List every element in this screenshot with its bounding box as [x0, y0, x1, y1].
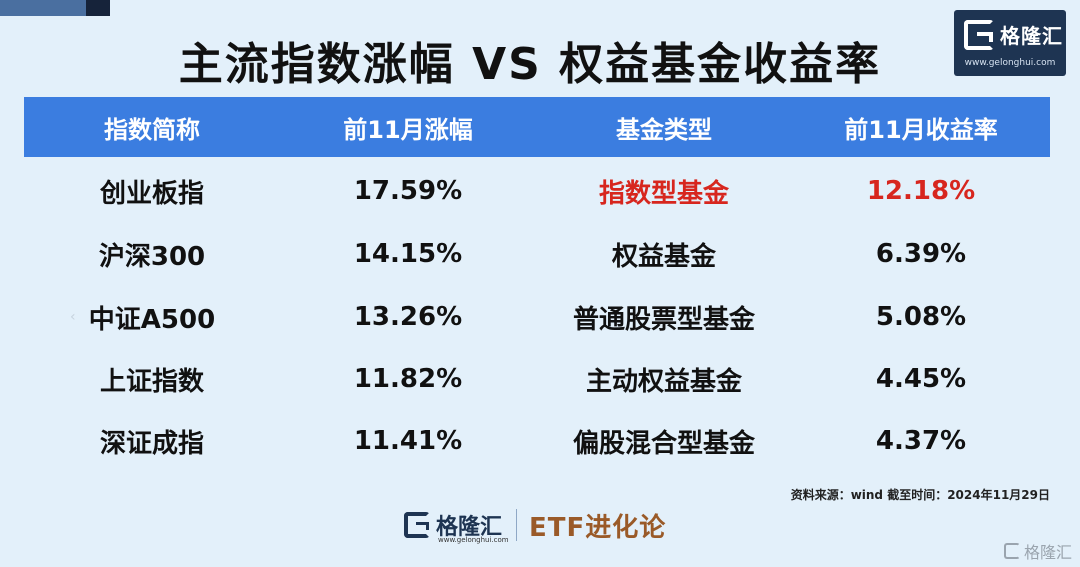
table-row: 深证成指 11.41% 偏股混合型基金 4.37% [24, 421, 1050, 461]
column-name: ETF进化论 [529, 512, 667, 543]
table-header: 指数简称 前11月涨幅 基金类型 前11月收益率 [24, 97, 1050, 157]
fund-type: 指数型基金 [598, 178, 729, 209]
footer-logo-text: 格隆汇 [436, 515, 503, 540]
chevron-left-icon[interactable]: ‹ [70, 309, 76, 325]
table-row: 创业板指 17.59% 指数型基金 12.18% [24, 171, 1050, 211]
fund-return: 4.37% [875, 426, 967, 456]
header-fund-type: 基金类型 [616, 115, 712, 144]
index-gain: 11.41% [353, 426, 463, 456]
footer-logo-url: www.gelonghui.com [438, 536, 509, 544]
fund-type: 权益基金 [611, 241, 716, 272]
fund-return: 12.18% [866, 176, 976, 206]
footer-brand: 格隆汇 www.gelonghui.com ETF进化论 [404, 505, 666, 545]
index-name: 创业板指 [99, 178, 204, 209]
index-gain: 17.59% [353, 176, 463, 206]
index-gain: 14.15% [353, 239, 463, 269]
footer-divider [516, 509, 518, 541]
header-fund-return: 前11月收益率 [844, 115, 998, 144]
fund-return: 5.08% [875, 302, 967, 332]
index-name: 上证指数 [99, 366, 204, 397]
fund-return: 6.39% [875, 239, 967, 269]
header-index-gain: 前11月涨幅 [343, 115, 473, 144]
watermark-text: 格隆汇 [1023, 543, 1072, 562]
gelonghui-logo-icon [964, 20, 994, 50]
fund-type: 偏股混合型基金 [572, 428, 755, 459]
index-gain: 13.26% [353, 302, 463, 332]
watermark: 格隆汇 [1003, 539, 1072, 563]
fund-type: 主动权益基金 [585, 366, 742, 397]
corner-decoration [0, 0, 110, 16]
source-note: 资料来源：wind 截至时间：2024年11月29日 [790, 488, 1050, 502]
index-name: 中证A500 [88, 304, 216, 335]
gelonghui-logo-icon [404, 512, 430, 538]
fund-return: 4.45% [875, 364, 967, 394]
table-row: 上证指数 11.82% 主动权益基金 4.45% [24, 359, 1050, 399]
brand-logo-text: 格隆汇 [1000, 24, 1063, 48]
gelonghui-watermark-icon [1003, 543, 1020, 559]
brand-logo-url: www.gelonghui.com [964, 58, 1056, 68]
index-name: 沪深300 [98, 241, 206, 272]
index-gain: 11.82% [353, 364, 463, 394]
page-title: 主流指数涨幅 VS 权益基金收益率 [178, 39, 882, 90]
index-name: 深证成指 [99, 428, 204, 459]
fund-type: 普通股票型基金 [572, 304, 755, 335]
brand-logo: 格隆汇 www.gelonghui.com [954, 10, 1066, 76]
table-row: 中证A500 13.26% 普通股票型基金 5.08% [24, 297, 1050, 337]
header-index-name: 指数简称 [104, 115, 200, 144]
table-row: 沪深300 14.15% 权益基金 6.39% [24, 234, 1050, 274]
